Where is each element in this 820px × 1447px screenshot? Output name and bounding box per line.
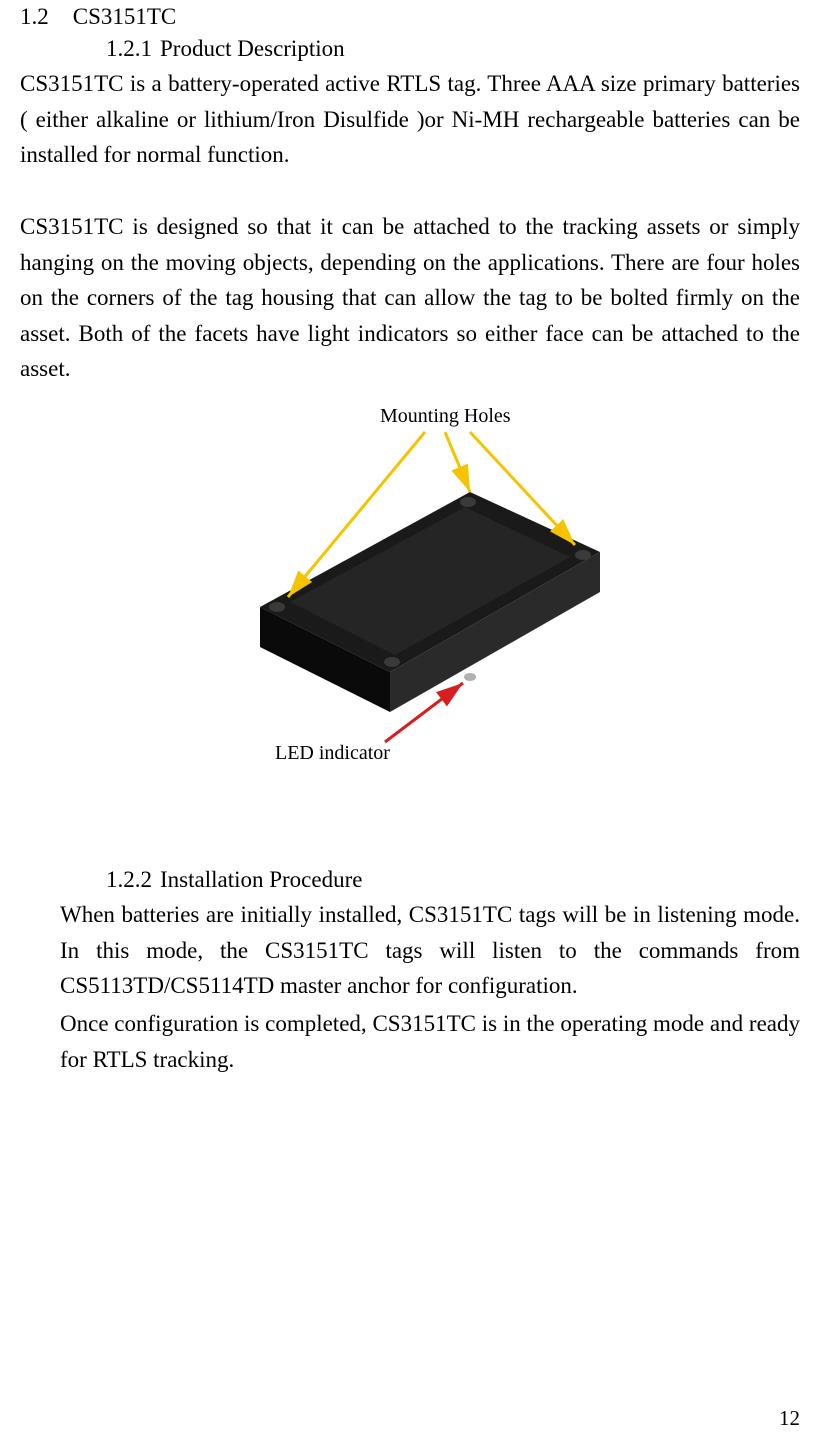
- heading-1-2-1: 1.2.1 Product Description: [20, 36, 800, 62]
- led-indicator: [464, 673, 476, 681]
- heading-1-2: 1.2 CS3151TC: [20, 0, 800, 30]
- heading-1-2-1-number: 1.2.1: [106, 36, 152, 61]
- mounting-hole-4: [384, 657, 400, 667]
- heading-1-2-2-number: 1.2.2: [106, 867, 152, 892]
- label-led-indicator: LED indicator: [275, 742, 390, 764]
- heading-1-2-text: CS3151TC: [73, 4, 177, 29]
- device-illustration: Mounting Holes LED indicator: [170, 397, 650, 777]
- paragraph-product-desc-1: CS3151TC is a battery-operated active RT…: [20, 66, 800, 173]
- paragraph-install-1: When batteries are initially installed, …: [20, 897, 800, 1004]
- mounting-hole-2: [460, 497, 476, 507]
- mounting-hole-1: [269, 602, 285, 612]
- label-mounting-holes: Mounting Holes: [380, 405, 511, 427]
- paragraph-install-2: Once configuration is completed, CS3151T…: [20, 1006, 800, 1077]
- paragraph-product-desc-2: CS3151TC is designed so that it can be a…: [20, 209, 800, 387]
- arrow-mounting-2: [445, 432, 470, 492]
- heading-1-2-2: 1.2.2 Installation Procedure: [20, 867, 800, 893]
- page-number: 12: [779, 1406, 800, 1431]
- heading-1-2-number: 1.2: [20, 4, 49, 29]
- heading-1-2-1-text: Product Description: [160, 36, 345, 61]
- mounting-hole-3: [575, 550, 591, 560]
- heading-1-2-2-text: Installation Procedure: [160, 867, 362, 892]
- figure-device: Mounting Holes LED indicator: [20, 397, 800, 777]
